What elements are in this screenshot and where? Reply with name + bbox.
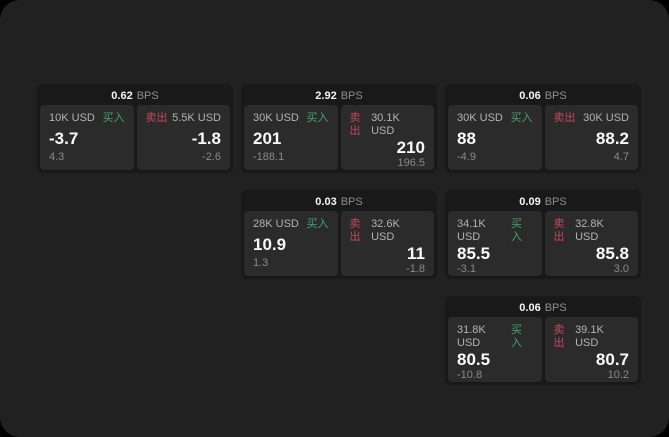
sell-amount: 32.6K USD [371, 218, 400, 243]
buy-price: 85.5 [457, 244, 491, 263]
sell-delta: 3.0 [613, 263, 629, 275]
bps-value: 0.03 [315, 196, 337, 208]
bps-value: 2.92 [315, 90, 337, 102]
bps-unit-label: BPS [544, 90, 567, 102]
buy-delta: -4.9 [457, 151, 476, 163]
sell-amount: 5.5K USD [172, 112, 221, 124]
quote-card: 0.62 BPS 10K USD 买入 -3.7 4.3 卖出 5.5K USD [37, 84, 233, 173]
buy-panel[interactable]: 30K USD 买入 88 -4.9 [448, 105, 542, 170]
quote-panels: 28K USD 买入 10.9 1.3 卖出 32.6K USD 11 -1.8 [244, 211, 434, 276]
bps-header: 0.06 BPS [448, 87, 638, 105]
sell-price: -1.8 [191, 128, 221, 148]
sell-price: 210 [396, 138, 425, 157]
sell-panel[interactable]: 卖出 32.8K USD 85.8 3.0 [544, 211, 638, 276]
buy-price: 80.5 [457, 350, 491, 369]
sell-amount: 32.8K USD [575, 218, 604, 243]
buy-amount: 34.1K USD [457, 218, 486, 243]
bps-value: 0.09 [519, 196, 541, 208]
quote-card: 0.06 BPS 30K USD 买入 88 -4.9 卖出 30K USD [445, 84, 641, 173]
buy-amount: 31.8K USD [457, 324, 486, 349]
sell-panel[interactable]: 卖出 32.6K USD 11 -1.8 [340, 211, 434, 276]
quote-panels: 34.1K USD 买入 85.5 -3.1 卖出 32.8K USD 85.8… [448, 211, 638, 276]
bps-header: 0.06 BPS [448, 299, 638, 317]
quote-card: 0.06 BPS 31.8K USD 买入 80.5 -10.8 卖出 39.1… [445, 296, 641, 385]
buy-side-label: 买入 [510, 218, 522, 243]
bps-value: 0.62 [111, 90, 133, 102]
quote-card: 2.92 BPS 30K USD 买入 201 -188.1 卖出 30.1K … [241, 84, 437, 173]
bps-header: 0.03 BPS [244, 193, 434, 211]
quote-card-grid: 0.62 BPS 10K USD 买入 -3.7 4.3 卖出 5.5K USD [37, 84, 641, 385]
sell-side-label: 卖出 [553, 218, 565, 243]
buy-amount: 30K USD [457, 112, 503, 124]
bps-unit-label: BPS [340, 90, 363, 102]
quote-card: 0.09 BPS 34.1K USD 买入 85.5 -3.1 卖出 32.8K… [445, 190, 641, 279]
buy-side-label: 买入 [306, 218, 329, 230]
quote-panels: 30K USD 买入 88 -4.9 卖出 30K USD 88.2 4.7 [448, 105, 638, 170]
sell-price: 88.2 [595, 128, 629, 148]
bps-unit-label: BPS [544, 196, 567, 208]
sell-side-label: 卖出 [553, 112, 576, 124]
buy-delta: -3.1 [457, 263, 476, 275]
sell-side-label: 卖出 [349, 218, 361, 243]
quote-panels: 30K USD 买入 201 -188.1 卖出 30.1K USD 210 1… [244, 105, 434, 170]
sell-panel[interactable]: 卖出 5.5K USD -1.8 -2.6 [136, 105, 230, 170]
bps-header: 0.09 BPS [448, 193, 638, 211]
sell-amount: 30K USD [583, 112, 629, 124]
sell-delta: 10.2 [607, 369, 629, 381]
sell-side-label: 卖出 [145, 112, 168, 124]
sell-delta: 196.5 [397, 157, 425, 169]
bps-unit-label: BPS [544, 302, 567, 314]
sell-amount: 39.1K USD [575, 324, 604, 349]
quote-card: 0.03 BPS 28K USD 买入 10.9 1.3 卖出 32.6K US… [241, 190, 437, 279]
bps-value: 0.06 [519, 302, 541, 314]
sell-panel[interactable]: 卖出 39.1K USD 80.7 10.2 [544, 317, 638, 382]
buy-delta: -10.8 [457, 369, 483, 381]
buy-side-label: 买入 [306, 112, 329, 124]
sell-delta: -1.8 [406, 263, 425, 275]
buy-panel[interactable]: 28K USD 买入 10.9 1.3 [244, 211, 338, 276]
buy-delta: -188.1 [253, 151, 285, 163]
buy-price: -3.7 [49, 128, 79, 148]
bps-unit-label: BPS [340, 196, 363, 208]
bps-unit-label: BPS [136, 90, 159, 102]
buy-panel[interactable]: 30K USD 买入 201 -188.1 [244, 105, 338, 170]
buy-panel[interactable]: 31.8K USD 买入 80.5 -10.8 [448, 317, 542, 382]
sell-price: 11 [407, 244, 425, 263]
sell-amount: 30.1K USD [371, 112, 400, 137]
sell-price: 80.7 [595, 350, 629, 369]
sell-side-label: 卖出 [349, 112, 361, 137]
bps-header: 2.92 BPS [244, 87, 434, 105]
buy-panel[interactable]: 10K USD 买入 -3.7 4.3 [40, 105, 134, 170]
buy-delta: 1.3 [253, 257, 269, 269]
buy-delta: 4.3 [49, 151, 65, 163]
bps-header: 0.62 BPS [40, 87, 230, 105]
bps-value: 0.06 [519, 90, 541, 102]
quote-panels: 31.8K USD 买入 80.5 -10.8 卖出 39.1K USD 80.… [448, 317, 638, 382]
quote-panels: 10K USD 买入 -3.7 4.3 卖出 5.5K USD -1.8 -2.… [40, 105, 230, 170]
sell-delta: -2.6 [202, 151, 221, 163]
buy-panel[interactable]: 34.1K USD 买入 85.5 -3.1 [448, 211, 542, 276]
sell-panel[interactable]: 卖出 30.1K USD 210 196.5 [340, 105, 434, 170]
buy-price: 10.9 [253, 234, 287, 254]
sell-panel[interactable]: 卖出 30K USD 88.2 4.7 [544, 105, 638, 170]
buy-side-label: 买入 [102, 112, 125, 124]
buy-amount: 30K USD [253, 112, 299, 124]
buy-price: 201 [253, 128, 282, 148]
sell-delta: 4.7 [613, 151, 629, 163]
buy-side-label: 买入 [510, 112, 533, 124]
buy-side-label: 买入 [510, 324, 522, 349]
sell-side-label: 卖出 [553, 324, 565, 349]
buy-price: 88 [457, 128, 476, 148]
sell-price: 85.8 [595, 244, 629, 263]
buy-amount: 28K USD [253, 218, 299, 230]
buy-amount: 10K USD [49, 112, 95, 124]
